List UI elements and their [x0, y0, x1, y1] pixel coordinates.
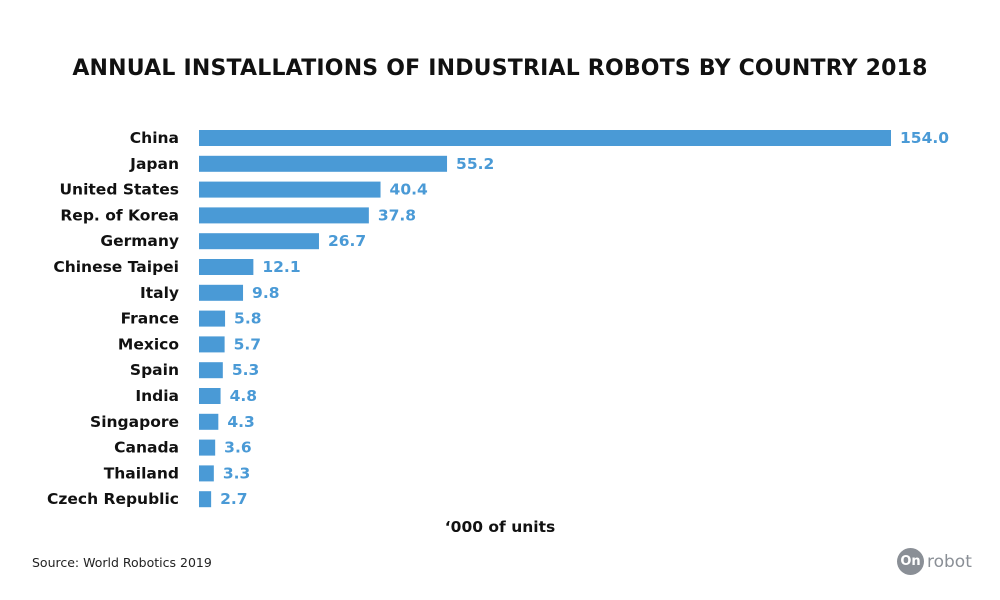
bar-japan: [199, 155, 448, 172]
category-label-china: China: [130, 129, 179, 147]
category-label-germany: Germany: [100, 232, 179, 250]
value-label-czech-republic: 2.7: [220, 490, 247, 508]
bar-mexico: [199, 336, 225, 353]
x-axis-label: ‘000 of units: [444, 518, 556, 536]
bar-chinese-taipei: [199, 259, 254, 275]
value-label-germany: 26.7: [328, 232, 366, 250]
onrobot-logo-icon: On: [897, 548, 924, 575]
value-label-italy: 9.8: [252, 284, 279, 302]
bar-canada: [199, 439, 216, 456]
category-label-chinese-taipei: Chinese Taipei: [53, 258, 179, 276]
value-label-canada: 3.6: [224, 439, 251, 457]
bar-italy: [199, 284, 244, 301]
value-label-united-states: 40.4: [390, 181, 428, 199]
bar-rep-of-korea: [199, 207, 369, 224]
bar-germany: [199, 233, 319, 250]
category-label-czech-republic: Czech Republic: [47, 490, 179, 508]
value-label-rep-of-korea: 37.8: [378, 206, 416, 224]
bar-czech-republic: [199, 491, 212, 508]
value-label-china: 154.0: [900, 129, 949, 147]
category-label-singapore: Singapore: [90, 413, 179, 431]
value-label-india: 4.8: [230, 387, 257, 405]
value-label-spain: 5.3: [232, 361, 259, 379]
category-label-india: India: [135, 387, 179, 405]
bar-united-states: [199, 181, 381, 198]
category-label-france: France: [121, 310, 179, 328]
category-label-canada: Canada: [114, 439, 179, 457]
value-label-japan: 55.2: [456, 155, 494, 173]
value-label-france: 5.8: [234, 310, 261, 328]
category-label-mexico: Mexico: [118, 335, 179, 353]
bar-china: [199, 130, 891, 146]
category-label-rep-of-korea: Rep. of Korea: [60, 206, 179, 224]
value-label-mexico: 5.7: [234, 335, 261, 353]
value-label-singapore: 4.3: [227, 413, 254, 431]
category-label-thailand: Thailand: [104, 464, 179, 482]
source-note: Source: World Robotics 2019: [32, 555, 212, 570]
bar-spain: [199, 362, 223, 379]
category-label-japan: Japan: [129, 155, 179, 173]
category-label-italy: Italy: [140, 284, 179, 302]
bar-france: [199, 310, 226, 327]
onrobot-logo: On robot: [897, 548, 972, 575]
category-label-spain: Spain: [130, 361, 179, 379]
chart-title: ANNUAL INSTALLATIONS OF INDUSTRIAL ROBOT…: [72, 56, 928, 81]
bar-india: [199, 388, 221, 404]
bar-singapore: [199, 413, 219, 430]
onrobot-logo-text: robot: [927, 551, 972, 572]
value-label-chinese-taipei: 12.1: [262, 258, 300, 276]
bar-thailand: [199, 465, 214, 482]
category-label-united-states: United States: [59, 181, 179, 199]
value-label-thailand: 3.3: [223, 464, 250, 482]
